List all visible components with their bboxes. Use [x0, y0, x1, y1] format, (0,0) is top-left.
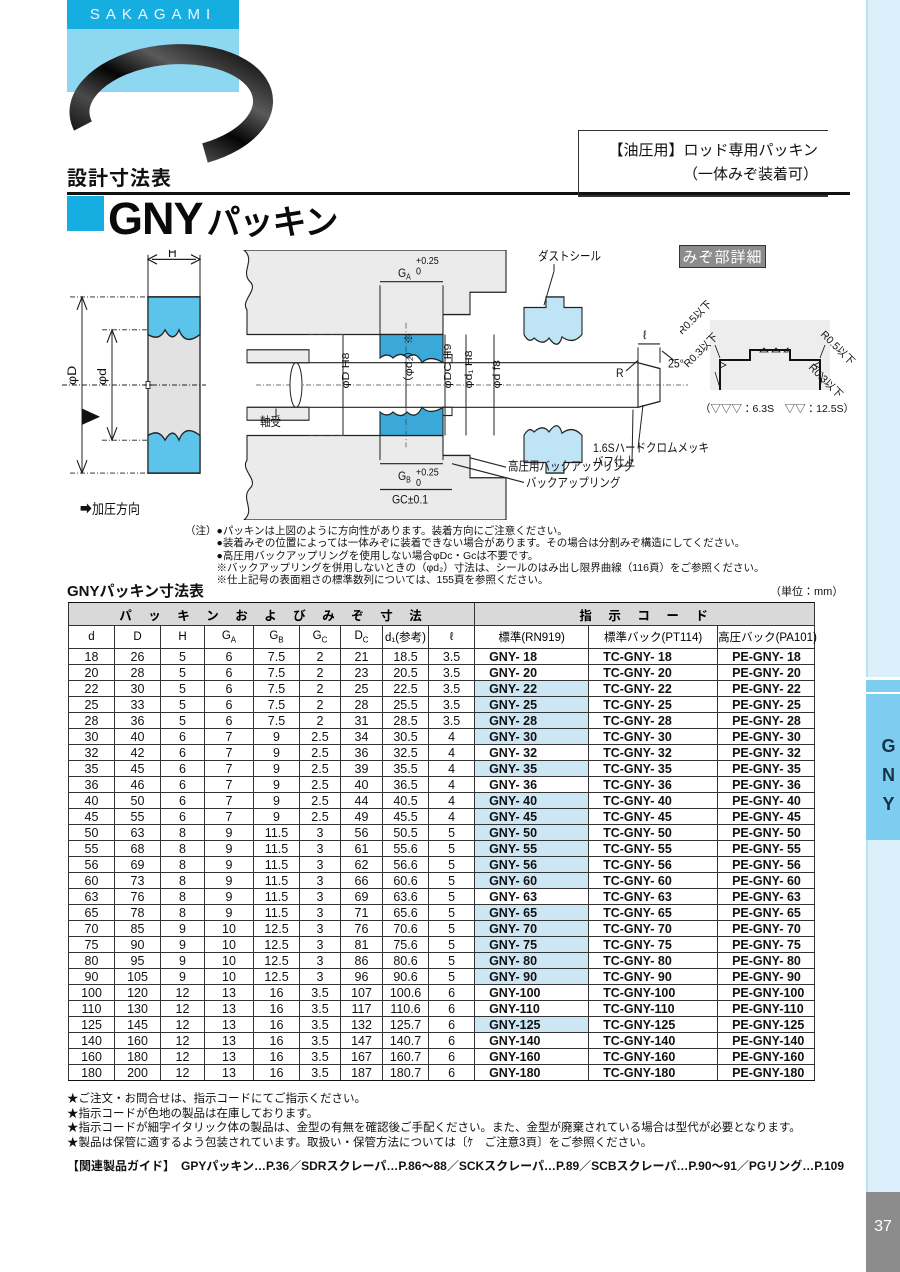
svg-text:➡加圧方向: ➡加圧方向 [80, 501, 140, 517]
svg-text:φd: φd [95, 368, 109, 385]
svg-text:高圧用バックアップリング: 高圧用バックアップリング [508, 459, 634, 474]
svg-text:H: H [168, 250, 177, 260]
svg-text:ℓ: ℓ [643, 330, 647, 343]
svg-text:0: 0 [416, 477, 422, 489]
svg-text:25°: 25° [668, 358, 684, 371]
svg-text:バックアップリング: バックアップリング [526, 475, 620, 490]
svg-text:1.6Sハードクロムメッキ: 1.6Sハードクロムメッキ [593, 441, 709, 455]
svg-text:φDC H9: φDC H9 [443, 344, 454, 389]
svg-text:GC±0.1: GC±0.1 [392, 494, 428, 507]
svg-text:φd₁ H8: φd₁ H8 [464, 350, 475, 388]
svg-text:0: 0 [416, 266, 422, 278]
svg-text:軸受: 軸受 [260, 414, 281, 429]
svg-text:φD H8: φD H8 [341, 352, 352, 388]
svg-text:ダストシール: ダストシール [538, 250, 601, 264]
svg-text:φd f8: φd f8 [492, 360, 503, 389]
svg-text:φD: φD [65, 366, 79, 385]
svg-text:（φd₂）※: （φd₂）※ [403, 332, 415, 389]
svg-text:R: R [616, 367, 624, 380]
